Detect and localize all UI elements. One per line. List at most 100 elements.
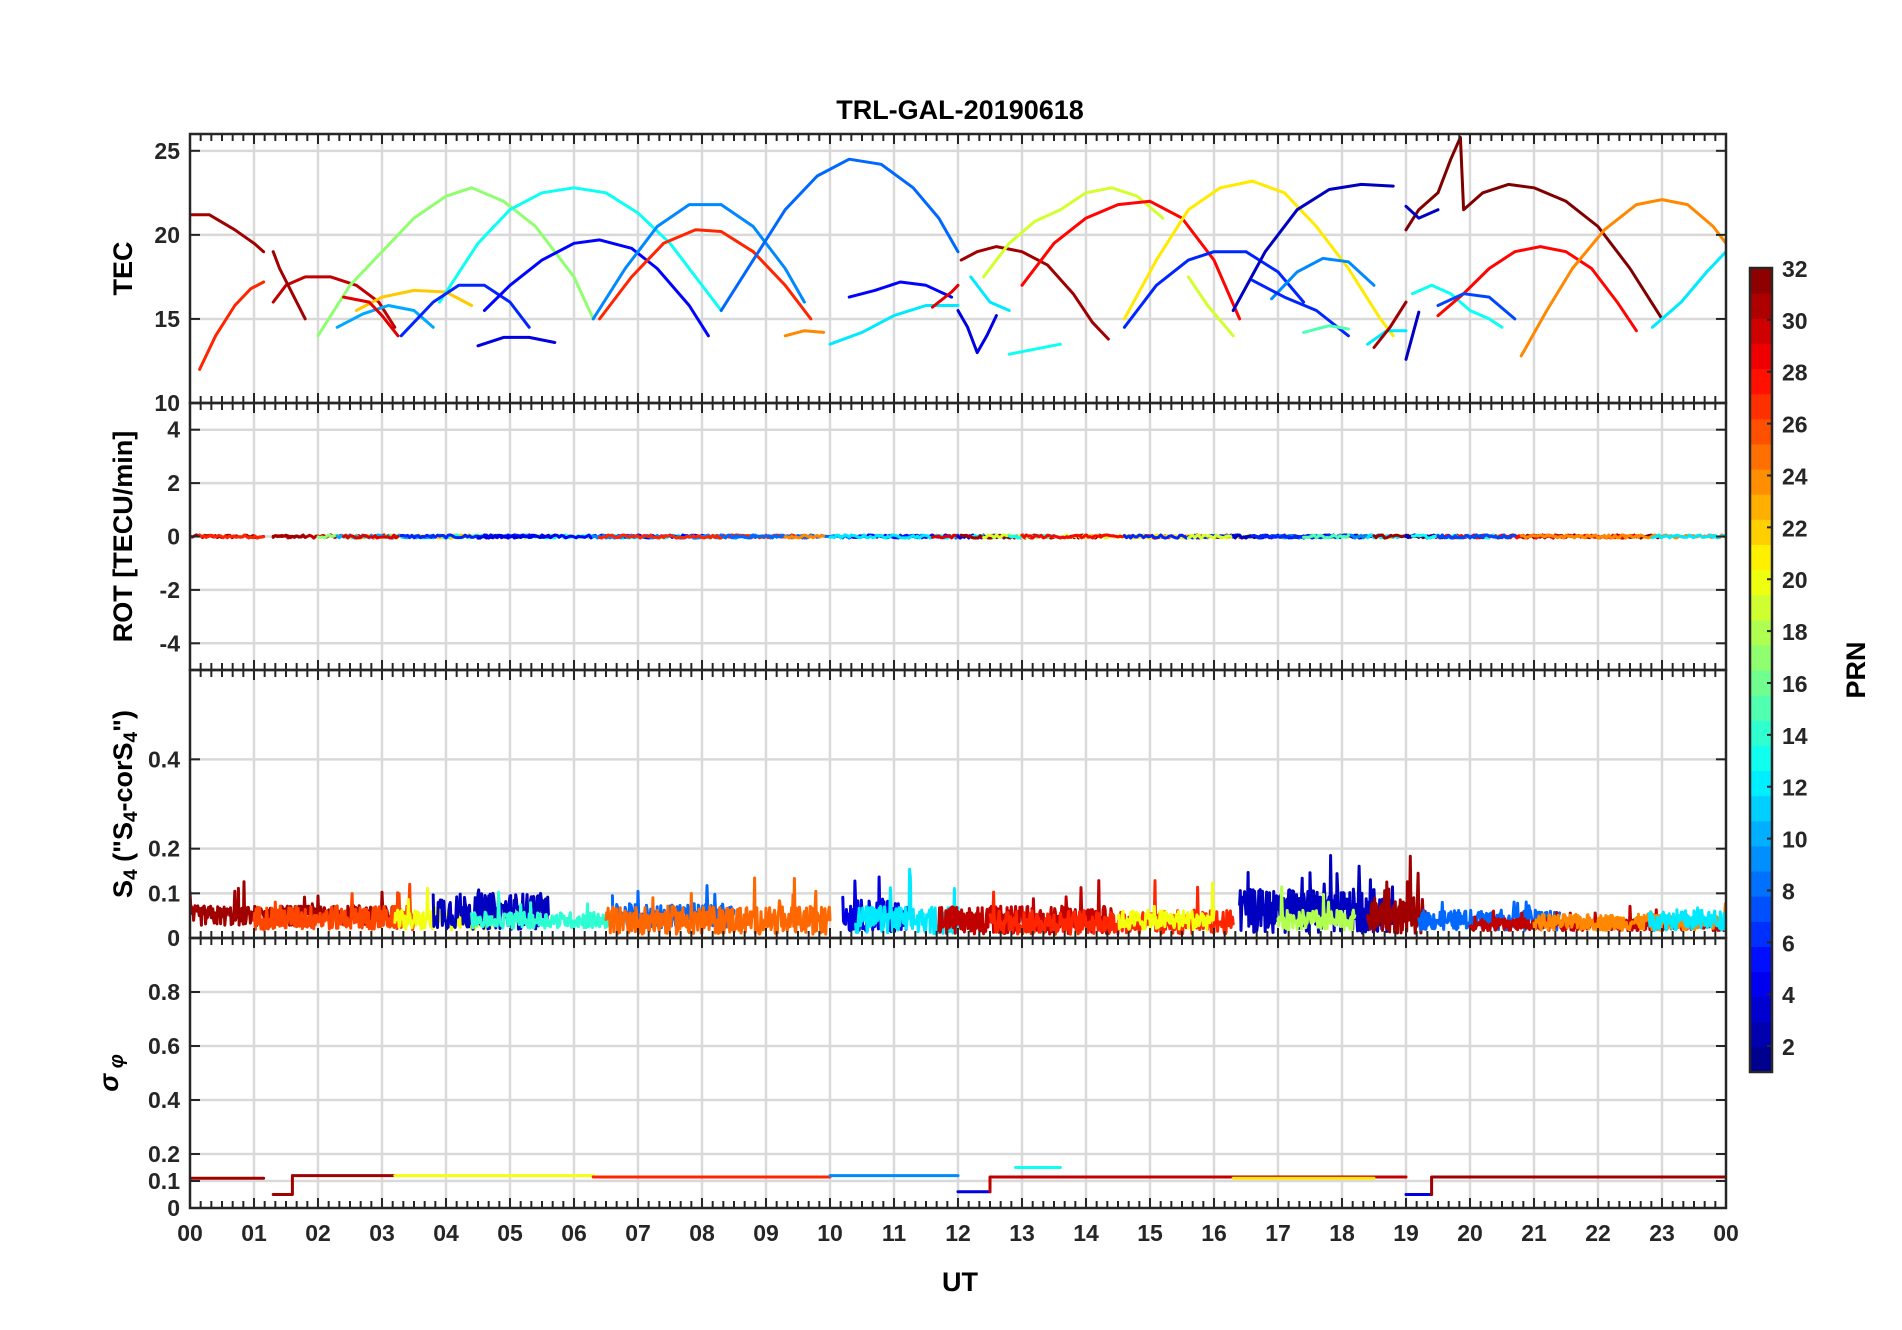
tec-series-prn-3 — [1404, 204, 1440, 220]
x-tick-label: 11 — [882, 1220, 907, 1246]
tec-series-prn-3 — [1404, 310, 1421, 361]
x-tick-label: 19 — [1393, 1220, 1419, 1246]
colorbar-tick-label: 30 — [1782, 308, 1808, 334]
s4-series-prn-8 — [1417, 900, 1562, 932]
tec-series-prn-5 — [847, 280, 954, 299]
panel-sigma-grid — [190, 938, 1726, 1208]
tec-series-prn-5 — [482, 238, 710, 338]
s4-series-prn-25 — [604, 876, 832, 936]
panel-tec: 10 15 20 25 TEC — [108, 132, 1728, 416]
x-tick-label: 23 — [1649, 1220, 1675, 1246]
tec-series-prn-17 — [316, 186, 595, 338]
colorbar-band — [1750, 393, 1772, 420]
panel-s4-grid — [190, 670, 1726, 938]
colorbar-tick-label: 28 — [1782, 360, 1808, 386]
y-tick-label-sigma: 0 — [167, 1195, 180, 1221]
tec-series-prn-19 — [982, 186, 1165, 279]
tec-series-prn-6 — [1250, 278, 1350, 338]
colorbar-band — [1750, 1046, 1772, 1073]
rot-series-prn-7 — [1436, 533, 1517, 540]
tec-series-prn-3 — [1231, 182, 1395, 312]
tec-series-prn-28 — [1020, 199, 1242, 321]
colorbar-tick-label: 4 — [1782, 982, 1795, 1008]
tec-series-prn-22 — [354, 288, 474, 312]
colorbar-band — [1750, 268, 1772, 294]
tec-series-prn-28 — [1436, 245, 1638, 333]
y-tick-label-tec: 10 — [154, 390, 180, 416]
x-tick-label: 13 — [1009, 1220, 1035, 1246]
x-tick-label: 04 — [433, 1220, 459, 1246]
rot-series-prn-19 — [1186, 533, 1235, 540]
x-tick-label: 03 — [369, 1220, 395, 1246]
colorbar-band — [1750, 695, 1772, 721]
tec-series-prn-13 — [1410, 283, 1504, 329]
tec-series-prn-31 — [271, 250, 307, 321]
colorbar-tick-label: 22 — [1782, 515, 1808, 541]
tec-series-prn-4 — [956, 309, 998, 355]
y-tick-label-s4: 0 — [167, 925, 180, 951]
y-tick-label-sigma: 0.1 — [148, 1168, 180, 1194]
colorbar-band — [1750, 946, 1772, 973]
y-tick-label-rot: 0 — [167, 524, 180, 550]
y-axis-title-sigma: σ φ — [94, 1054, 128, 1092]
tec-series-prn-24 — [1519, 198, 1726, 358]
colorbar-tick-label: 26 — [1782, 412, 1808, 438]
tec-series-prn-30 — [271, 275, 397, 329]
y-tick-label-s4: 0.1 — [148, 880, 180, 906]
colorbar-tick-label: 20 — [1782, 567, 1808, 593]
y-tick-label-tec: 25 — [154, 138, 180, 164]
s4-series-prn-14 — [470, 890, 614, 930]
x-tick-label: 17 — [1265, 1220, 1291, 1246]
tec-series-prn-31 — [190, 213, 266, 254]
colorbar-tick-label: 2 — [1782, 1034, 1795, 1060]
tec-series-prn-24 — [783, 329, 826, 338]
colorbar-band — [1750, 795, 1772, 822]
colorbar-band — [1750, 644, 1772, 671]
colorbar-tick-label: 16 — [1782, 671, 1808, 697]
tec-series-prn-13 — [438, 186, 723, 312]
tec-series-prn-21 — [1122, 179, 1395, 338]
colorbar-band — [1750, 443, 1772, 470]
s4-series-prn-18 — [1276, 885, 1357, 932]
y-tick-label-sigma: 0.8 — [148, 979, 180, 1005]
colorbar-band — [1750, 619, 1772, 646]
colorbar-tick-label: 24 — [1782, 463, 1808, 489]
tec-series-prn-12 — [1650, 250, 1726, 329]
tec-series-prn-6 — [399, 283, 531, 338]
panel-tec-ticks: 10 15 20 25 — [154, 134, 1727, 416]
x-tick-label: 07 — [625, 1220, 651, 1246]
s4-series-prn-26 — [252, 882, 416, 932]
colorbar-band — [1750, 569, 1772, 596]
x-tick-label: 15 — [1137, 1220, 1163, 1246]
colorbar-band — [1750, 820, 1772, 847]
x-tick-label: 20 — [1457, 1220, 1483, 1246]
s4-series-prn-12 — [1647, 906, 1726, 932]
s4-series-prn-3 — [1238, 854, 1395, 935]
y-tick-label-tec: 15 — [154, 306, 180, 332]
rot-series-prn-29 — [342, 533, 400, 540]
tec-series-prn-32 — [1404, 135, 1664, 321]
x-tick-label: 05 — [497, 1220, 523, 1246]
rot-series-prn-24 — [783, 533, 826, 540]
x-tick-label: 22 — [1585, 1220, 1611, 1246]
y-axis-title-s4: S4 ("S4-corS4") — [108, 710, 142, 898]
tec-series-prn-29 — [930, 283, 960, 309]
colorbar-band — [1750, 469, 1772, 495]
tec-series-prn-6 — [1122, 250, 1306, 329]
y-tick-label-rot: -4 — [160, 630, 181, 656]
x-axis-title: UT — [942, 1267, 978, 1297]
s4-series-prn-31 — [1366, 854, 1427, 935]
colorbar-band — [1750, 971, 1772, 998]
colorbar-band — [1750, 921, 1772, 947]
colorbar-band — [1750, 293, 1772, 319]
panel-sigma-ticks: 00.10.2 0.4 0.6 0.8 — [148, 938, 1727, 1221]
y-tick-label-s4: 0.2 — [148, 836, 180, 862]
y-tick-label-rot: 4 — [167, 417, 180, 443]
x-tick-label: 10 — [817, 1220, 843, 1246]
panel-s4-series — [190, 854, 1726, 936]
x-tick-label: 00 — [177, 1220, 203, 1246]
panel-rot: -4 -2 0 2 4 ROT [TECU/min] — [108, 401, 1728, 672]
tec-series-prn-4 — [476, 335, 557, 348]
y-tick-label-sigma: 0.6 — [148, 1033, 180, 1059]
colorbar-band — [1750, 996, 1772, 1023]
